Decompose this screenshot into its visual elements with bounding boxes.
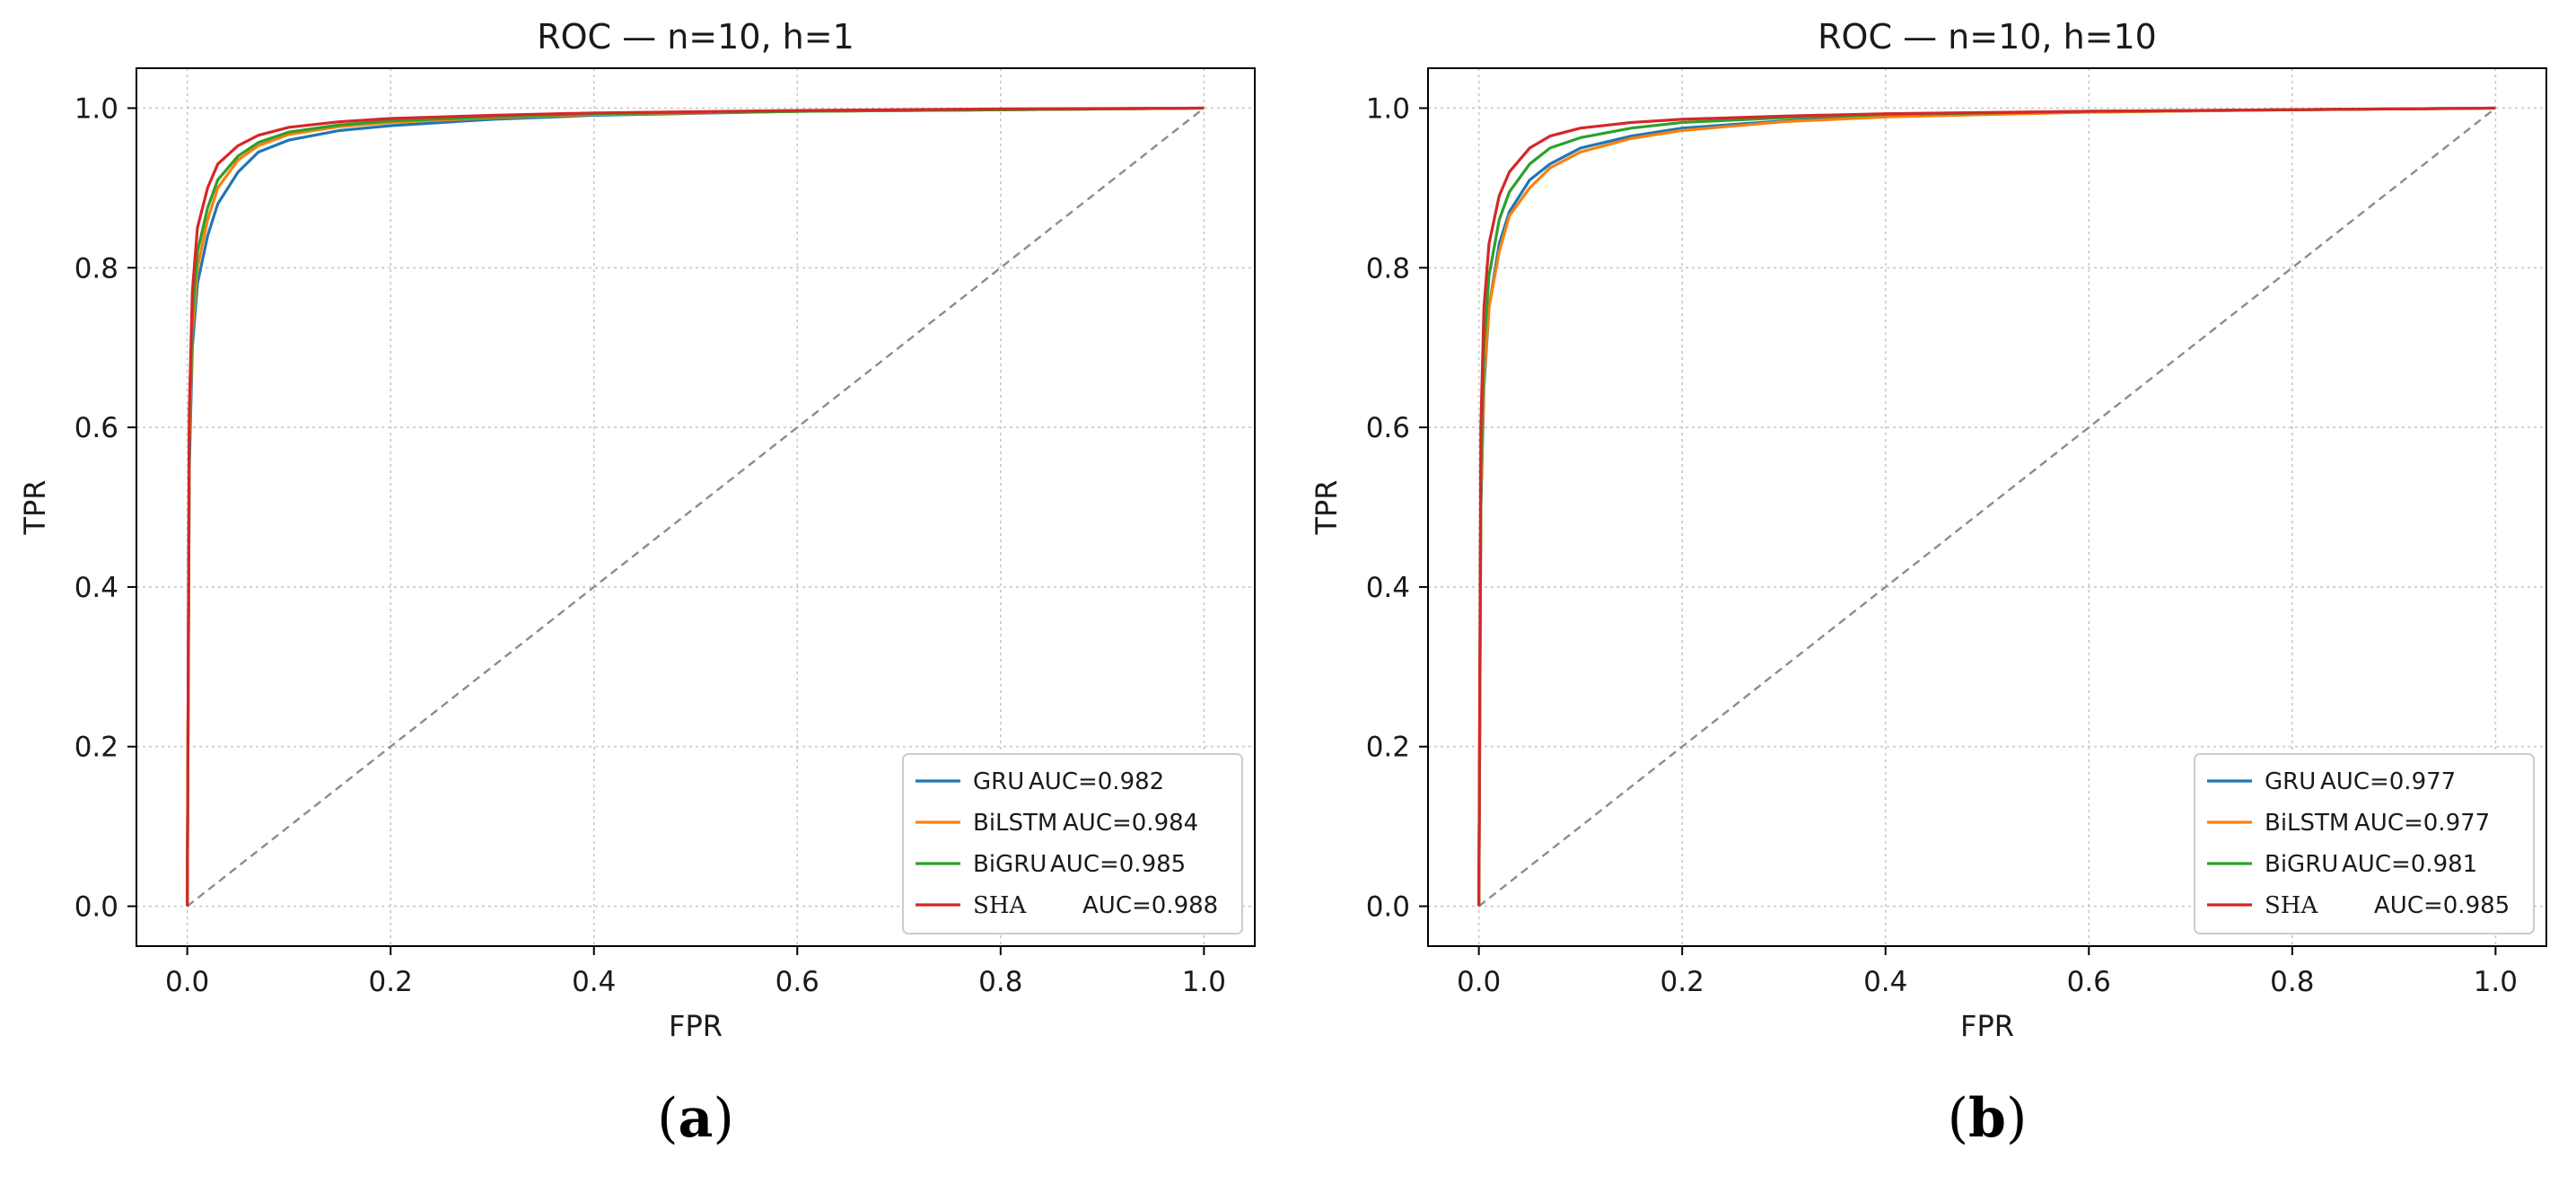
x-tick-label: 0.6 [775,966,819,998]
x-tick-label: 0.2 [1660,966,1704,998]
panel-caption: (b) [1948,1087,2028,1150]
caption-close-paren: ) [2006,1087,2027,1150]
legend-auc-label: AUC=0.985 [1050,851,1186,878]
y-tick-label: 0.6 [74,412,118,444]
roc-curve-sha [186,106,1205,907]
legend-auc-label: AUC=0.985 [2374,892,2510,919]
y-tick-label: 0.0 [74,891,118,924]
x-tick-label: 1.0 [1182,966,1226,998]
y-tick-label: 1.0 [74,92,118,125]
legend-auc-label: AUC=0.982 [1029,768,1164,795]
roc-curve-bilstm [1477,106,2496,907]
y-tick-label: 0.2 [74,732,118,764]
y-tick-label: 1.0 [1366,92,1410,125]
roc-panel-a: 0.0 0.2 0.4 0.6 0.8 1.0 0.0 0.2 0.4 0.6 0.8 1.0 ROC … [18,17,1256,1150]
y-tick-label: 0.0 [1366,891,1410,924]
plot-frame [1427,67,2547,947]
legend-series-name: GRU [973,768,1024,795]
x-tick-label: 0.0 [1457,966,1501,998]
y-tick-label: 0.8 [1366,252,1410,285]
legend-auc-label: AUC=0.977 [2320,768,2456,795]
x-tick-label: 0.8 [2270,966,2314,998]
y-tick-label: 0.2 [1366,732,1410,764]
x-tick-label: 1.0 [2474,966,2518,998]
legend-series-name: SHA [2265,892,2318,919]
x-tick-label: 0.4 [1863,966,1907,998]
legend-series-name: BiLSTM [2265,810,2349,837]
legend-series-name: BiLSTM [973,810,1057,837]
legend-auc-label: AUC=0.981 [2342,851,2477,878]
legend-series-name: GRU [2265,768,2316,795]
x-tick-label: 0.2 [369,966,413,998]
x-tick-label: 0.4 [572,966,616,998]
legend-box [2194,753,2535,934]
caption-letter: a [679,1087,714,1150]
legend-auc-label: AUC=0.988 [1082,892,1218,919]
chart-title: ROC — n=10, h=10 [1818,17,2157,57]
y-axis-label: TPR [1310,479,1344,535]
panel-caption: (a) [657,1087,734,1150]
caption-open-paren: ( [657,1087,678,1150]
legend-series-name: SHA [973,892,1027,919]
chart-title: ROC — n=10, h=1 [537,17,854,57]
legend-box [902,753,1243,934]
legend-auc-label: AUC=0.977 [2354,810,2490,837]
caption-close-paren: ) [713,1087,733,1150]
y-tick-label: 0.6 [1366,412,1410,444]
x-tick-label: 0.6 [2067,966,2111,998]
roc-curve-sha [1477,106,2496,907]
x-axis-label: FPR [1960,1009,2014,1043]
roc-panel-b: 0.0 0.2 0.4 0.6 0.8 1.0 0.0 0.2 0.4 0.6 0.8 1.0 ROC … [1310,17,2547,1150]
x-tick-label: 0.8 [978,966,1022,998]
caption-open-paren: ( [1948,1087,1968,1150]
legend-series-name: BiGRU [2265,851,2338,878]
x-tick-label: 0.0 [165,966,209,998]
plot-frame [136,67,1256,947]
y-tick-label: 0.4 [1366,572,1410,604]
y-tick-label: 0.4 [74,572,118,604]
y-axis-label: TPR [18,479,52,535]
x-axis-label: FPR [669,1009,723,1043]
legend-series-name: BiGRU [973,851,1047,878]
legend-auc-label: AUC=0.984 [1063,810,1198,837]
y-tick-label: 0.8 [74,252,118,285]
caption-letter: b [1968,1087,2006,1150]
